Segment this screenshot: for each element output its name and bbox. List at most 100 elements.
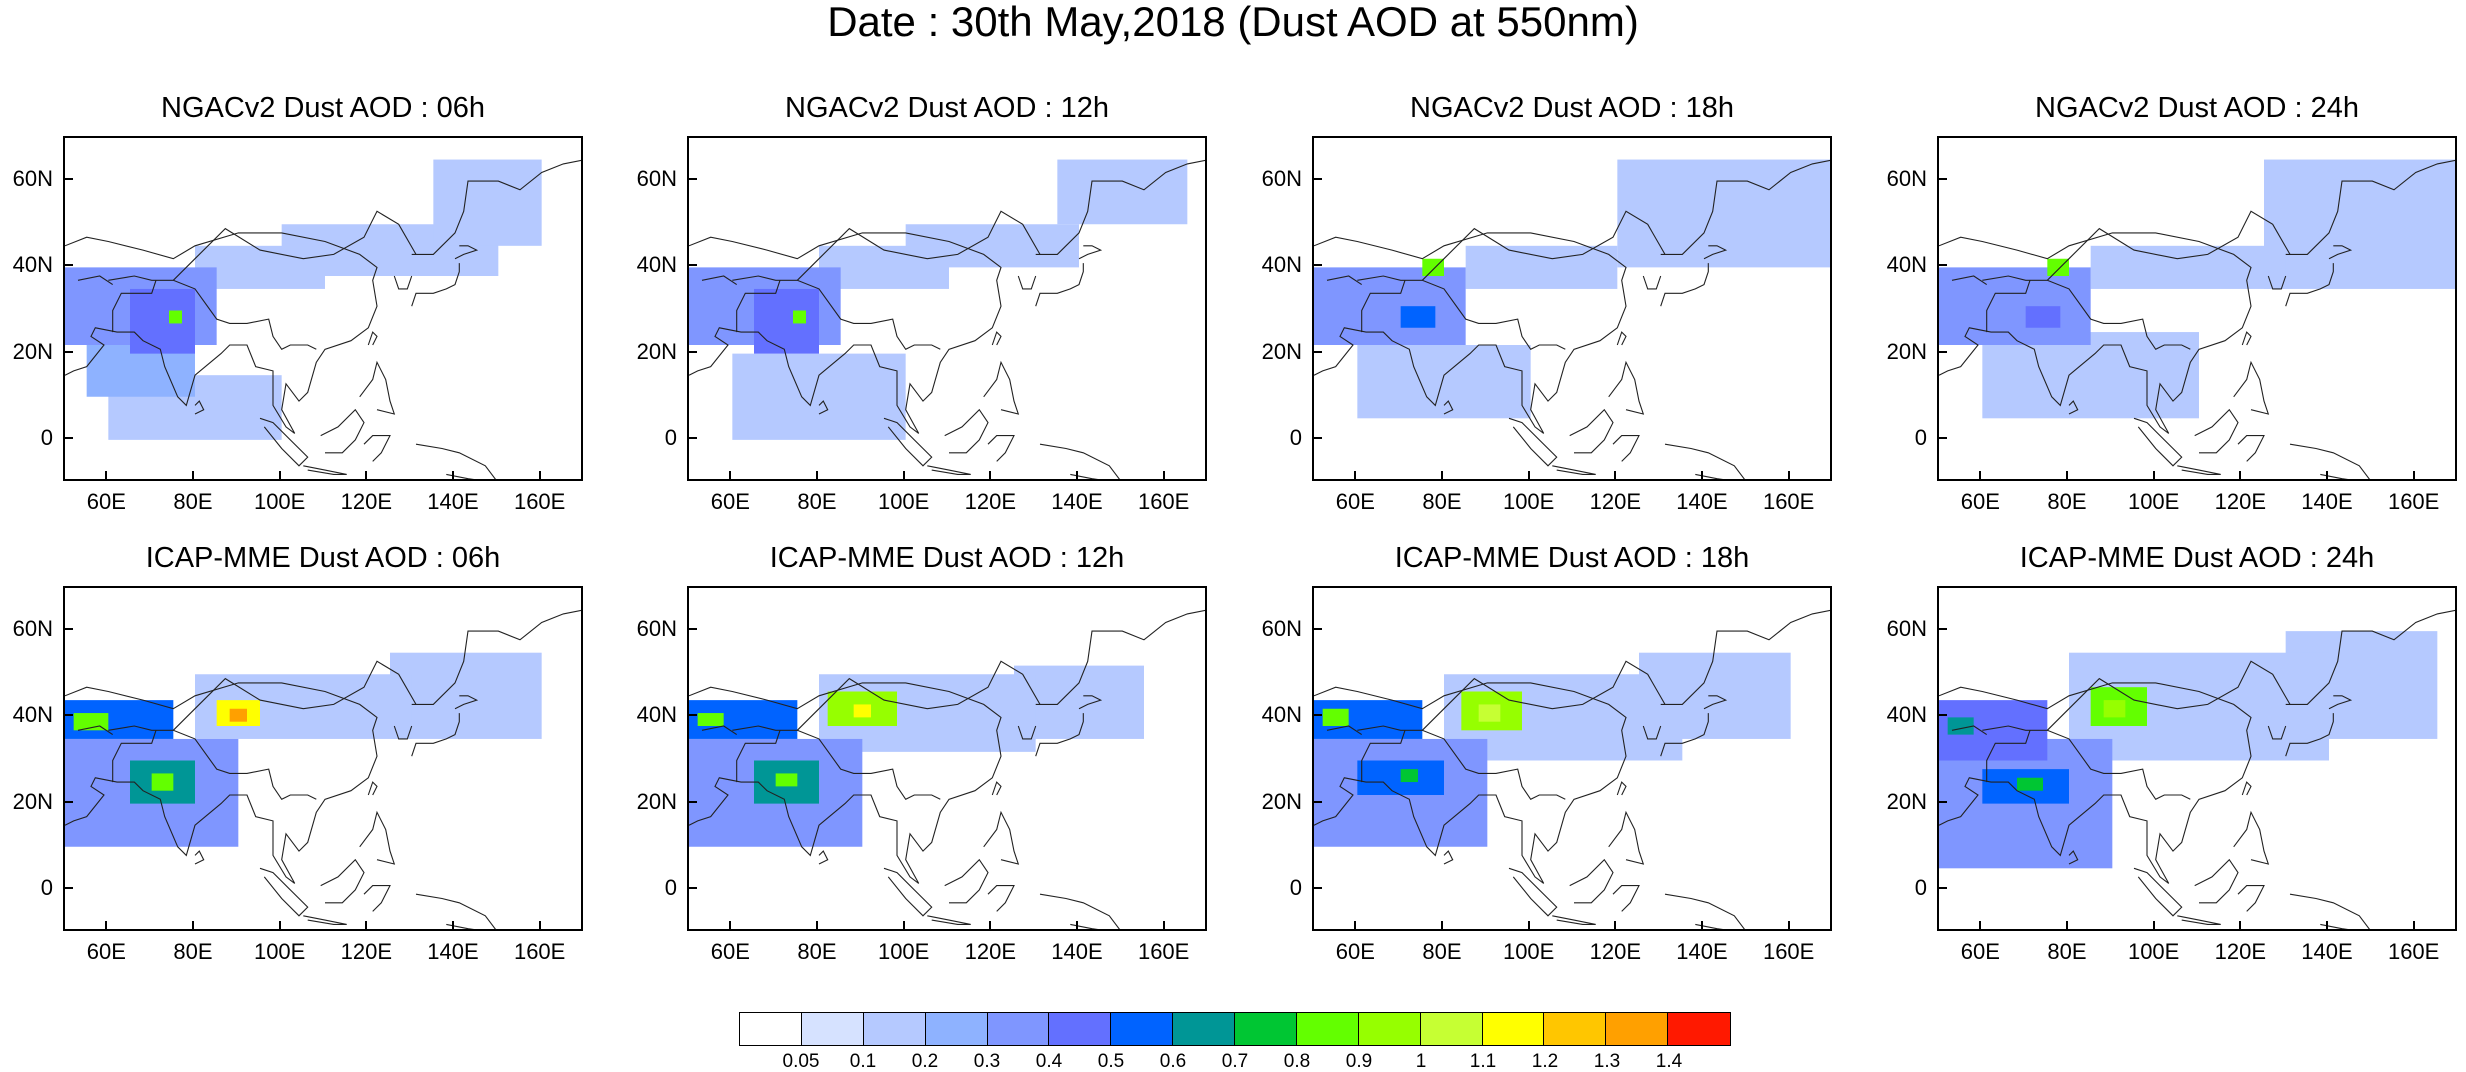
- coastline: [1357, 275, 1566, 351]
- y-tick-mark: [1312, 350, 1322, 353]
- coastline: [112, 730, 157, 783]
- coastline: [108, 275, 317, 351]
- coastline: [77, 725, 114, 736]
- coastline: [108, 725, 317, 801]
- x-tick-mark: [2152, 921, 2155, 931]
- map-panel-icap-mme-18h: [1312, 586, 1832, 931]
- x-tick-label: 60E: [86, 939, 126, 964]
- coastline: [2241, 331, 2252, 346]
- coastline: [2285, 263, 2334, 307]
- x-tick-label: 160E: [1762, 939, 1815, 964]
- colorbar-swatch: [1668, 1013, 1730, 1045]
- coastline: [983, 360, 1020, 415]
- coastline: [1361, 280, 1406, 333]
- x-tick-label: 120E: [964, 489, 1017, 514]
- x-tick-mark: [365, 471, 368, 481]
- aod-cell: [2264, 159, 2455, 289]
- x-tick-mark: [2412, 921, 2415, 931]
- x-tick-mark: [1076, 921, 1078, 931]
- coastline: [1664, 443, 1745, 479]
- coastline: [2289, 443, 2370, 479]
- colorbar-swatch: [1049, 1013, 1112, 1045]
- coastline: [2177, 465, 2221, 475]
- coastline: [1017, 725, 1037, 740]
- x-tick-label: 160E: [2387, 489, 2440, 514]
- coastline: [2194, 408, 2239, 454]
- x-tick-mark: [2066, 471, 2068, 481]
- y-tick-label: 0: [40, 424, 53, 450]
- x-tick-label: 120E: [340, 939, 393, 964]
- colorbar-label: 1: [1415, 1051, 1427, 1072]
- coastline: [359, 810, 396, 865]
- coastline: [112, 280, 157, 333]
- x-tick-mark: [1162, 471, 1165, 481]
- x-tick-label: 80E: [173, 489, 213, 514]
- y-tick-mark: [687, 264, 697, 267]
- y-tick-mark: [63, 714, 73, 717]
- coastline: [2285, 609, 2455, 705]
- x-tick-label: 100E: [253, 489, 306, 514]
- coastline: [1986, 280, 2031, 333]
- x-tick-label: 60E: [1335, 939, 1375, 964]
- map-panel-ngacv2-18h: [1312, 136, 1832, 481]
- dust-aod-field: [1314, 159, 1830, 479]
- x-tick-mark: [1441, 471, 1443, 481]
- y-tick-label: 0: [1914, 424, 1927, 450]
- x-tick-label: 160E: [2387, 939, 2440, 964]
- x-tick-mark: [902, 921, 905, 931]
- colorbar-swatch: [1606, 1013, 1669, 1045]
- coastline: [1612, 885, 1640, 912]
- aod-cell: [1400, 769, 1418, 783]
- y-tick-label: 0: [664, 424, 677, 450]
- colorbar-swatch: [801, 1013, 864, 1045]
- aod-cell: [229, 708, 247, 722]
- colorbar-label: 1.4: [1655, 1051, 1683, 1072]
- coastline: [415, 893, 496, 929]
- coastline: [2328, 695, 2353, 710]
- coastline: [818, 400, 829, 415]
- y-tick-mark: [687, 628, 697, 631]
- y-tick-label: 20N: [636, 788, 677, 814]
- x-tick-label: 120E: [2214, 939, 2267, 964]
- colorbar-label: 0.1: [849, 1051, 877, 1072]
- y-tick-mark: [1312, 714, 1322, 717]
- x-tick-label: 140E: [2301, 489, 2353, 514]
- colorbar-swatch: [1482, 1013, 1545, 1045]
- y-tick-label: 40N: [12, 702, 53, 728]
- x-tick-mark: [729, 471, 732, 481]
- y-tick-label: 40N: [636, 702, 677, 728]
- y-tick-mark: [63, 436, 73, 439]
- coastline: [1616, 331, 1627, 346]
- coastline: [393, 725, 413, 740]
- coastline: [172, 660, 417, 731]
- coastline: [1612, 435, 1640, 462]
- x-tick-mark: [452, 921, 454, 931]
- coastline: [411, 713, 460, 757]
- y-tick-mark: [1312, 264, 1322, 267]
- coastline: [2267, 275, 2287, 290]
- dust-aod-field: [689, 609, 1205, 929]
- map-panel-ngacv2-06h: [63, 136, 583, 481]
- coastline: [411, 263, 460, 307]
- coastline: [303, 465, 347, 475]
- aod-cell: [2047, 258, 2069, 276]
- coastline: [2267, 725, 2287, 740]
- coastline: [454, 245, 479, 260]
- dust-aod-field: [689, 159, 1205, 479]
- coastline: [689, 682, 1002, 884]
- coastline: [1078, 695, 1103, 710]
- y-tick-label: 20N: [636, 338, 677, 364]
- coastline: [987, 885, 1015, 912]
- aod-cell: [1322, 708, 1349, 726]
- x-tick-mark: [105, 921, 108, 931]
- y-tick-mark: [1937, 178, 1947, 181]
- y-tick-mark: [687, 800, 697, 803]
- colorbar-label: 0.05: [782, 1051, 820, 1072]
- x-tick-label: 100E: [877, 939, 930, 964]
- x-tick-mark: [1354, 921, 1357, 931]
- x-tick-label: 160E: [513, 489, 566, 514]
- aod-cell: [853, 704, 871, 718]
- coastline: [1616, 781, 1627, 796]
- y-tick-mark: [63, 264, 73, 267]
- x-tick-mark: [1527, 471, 1530, 481]
